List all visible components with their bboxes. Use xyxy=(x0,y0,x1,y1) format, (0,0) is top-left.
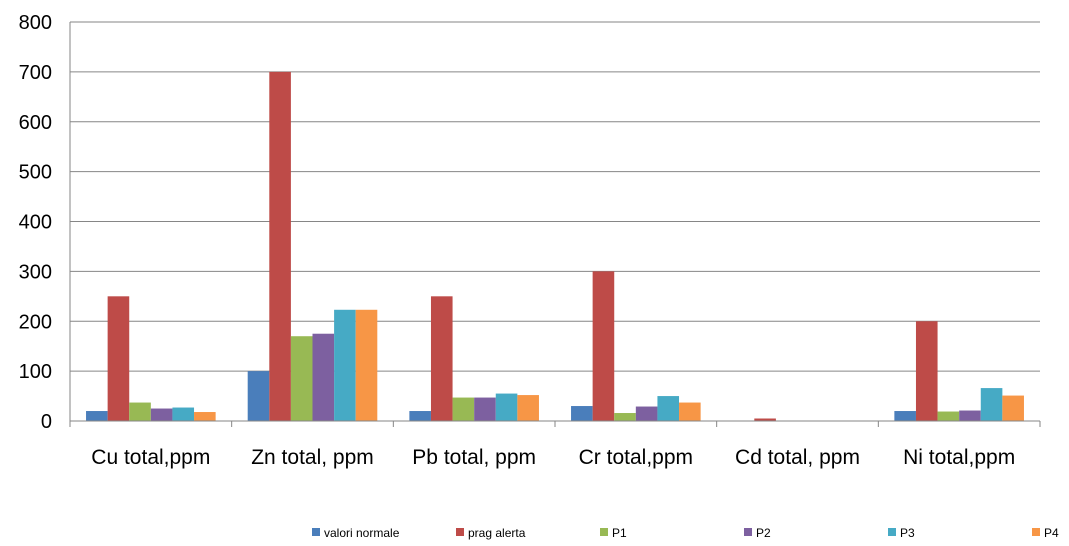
legend-swatch xyxy=(312,528,320,536)
legend-item: P4 xyxy=(1032,526,1059,540)
x-category-label: Zn total, ppm xyxy=(251,446,374,469)
bar-p3-3 xyxy=(657,396,680,421)
legend-swatch xyxy=(600,528,608,536)
y-tick-label: 100 xyxy=(19,361,52,383)
bar-prag-alerta-5 xyxy=(915,321,938,421)
y-tick-label: 0 xyxy=(41,411,52,433)
x-category-label: Cd total, ppm xyxy=(735,446,860,469)
bar-valori-normale-0 xyxy=(86,411,108,421)
bar-p1-1 xyxy=(290,336,313,421)
legend-item: P1 xyxy=(600,526,627,540)
bar-p1-5 xyxy=(937,411,960,421)
legend-label: P3 xyxy=(900,526,915,540)
bar-p1-2 xyxy=(452,397,475,421)
bar-p2-3 xyxy=(635,406,658,421)
y-tick-label: 200 xyxy=(19,311,52,333)
legend: valori normale prag alerta P1 P2 P3 P4 xyxy=(312,526,1059,540)
bar-p3-1 xyxy=(334,309,356,421)
legend-label: valori normale xyxy=(324,526,400,540)
legend-swatch xyxy=(456,528,464,536)
bar-p1-3 xyxy=(614,413,636,421)
y-tick-label: 500 xyxy=(19,162,52,184)
bar-valori-normale-3 xyxy=(571,406,593,421)
legend-item: valori normale xyxy=(312,526,400,540)
y-axis-ticks: 0 100 200 300 400 500 600 700 800 xyxy=(19,12,52,433)
legend-swatch xyxy=(888,528,896,536)
bar-p2-0 xyxy=(150,408,173,421)
x-category-label: Ni total,ppm xyxy=(903,446,1015,469)
gridlines xyxy=(70,21,1040,372)
y-tick-label: 800 xyxy=(19,12,52,34)
bar-p2-1 xyxy=(312,333,335,421)
y-tick-label: 300 xyxy=(19,261,52,283)
legend-item: P2 xyxy=(744,526,771,540)
bar-prag-alerta-3 xyxy=(592,271,615,421)
x-axis-category-labels: Cu total,ppm Zn total, ppm Pb total, ppm Cr… xyxy=(91,446,1015,469)
bar-p2-5 xyxy=(959,410,981,421)
bar-p1-0 xyxy=(129,402,151,421)
bar-p4-1 xyxy=(355,309,378,421)
bar-valori-normale-2 xyxy=(409,411,431,421)
y-tick-label: 400 xyxy=(19,212,52,234)
bar-p3-2 xyxy=(495,393,518,421)
bar-p4-5 xyxy=(1002,395,1024,421)
bar-p4-3 xyxy=(679,402,701,421)
x-category-label: Pb total, ppm xyxy=(412,446,536,469)
bar-p3-0 xyxy=(172,407,195,421)
bar-p3-5 xyxy=(980,388,1003,421)
bar-valori-normale-5 xyxy=(894,411,916,421)
bar-prag-alerta-4 xyxy=(754,418,776,421)
bar-p2-2 xyxy=(474,397,496,421)
x-category-label: Cu total,ppm xyxy=(91,446,210,469)
legend-swatch xyxy=(1032,528,1040,536)
legend-item: prag alerta xyxy=(456,526,526,540)
bars xyxy=(86,71,1024,421)
bar-p4-0 xyxy=(194,412,216,421)
legend-swatch xyxy=(744,528,752,536)
bar-prag-alerta-2 xyxy=(430,296,453,421)
legend-label: P4 xyxy=(1044,526,1059,540)
bar-p4-2 xyxy=(517,395,539,421)
x-category-label: Cr total,ppm xyxy=(579,446,693,469)
legend-item: P3 xyxy=(888,526,915,540)
legend-label: P1 xyxy=(612,526,627,540)
bar-prag-alerta-0 xyxy=(107,296,130,421)
y-tick-label: 600 xyxy=(19,112,52,134)
x-axis xyxy=(69,22,1041,427)
y-tick-label: 700 xyxy=(19,62,52,84)
legend-label: P2 xyxy=(756,526,771,540)
legend-label: prag alerta xyxy=(468,526,526,540)
bar-prag-alerta-1 xyxy=(269,71,291,421)
bar-valori-normale-1 xyxy=(247,371,270,421)
